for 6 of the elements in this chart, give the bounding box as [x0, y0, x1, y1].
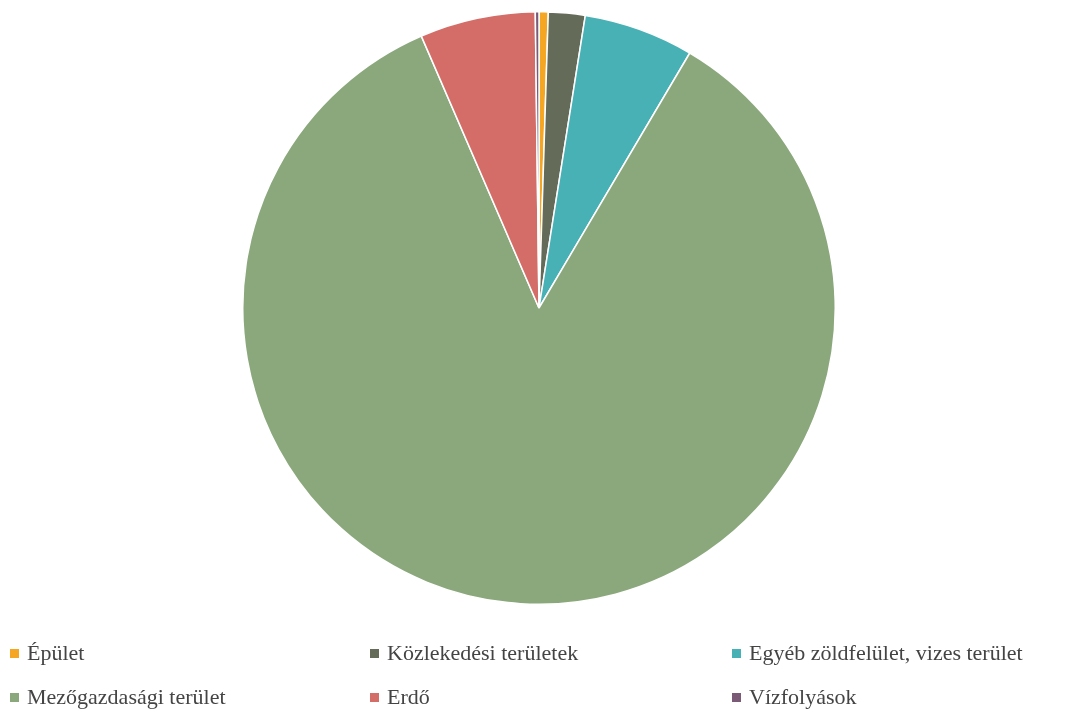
- legend-label: Épület: [27, 640, 85, 666]
- legend-label: Mezőgazdasági terület: [27, 684, 226, 710]
- legend-label: Vízfolyások: [749, 684, 857, 710]
- legend-label: Erdő: [387, 684, 430, 710]
- legend-label: Egyéb zöldfelület, vizes terület: [749, 640, 1023, 666]
- legend-label: Közlekedési területek: [387, 640, 579, 666]
